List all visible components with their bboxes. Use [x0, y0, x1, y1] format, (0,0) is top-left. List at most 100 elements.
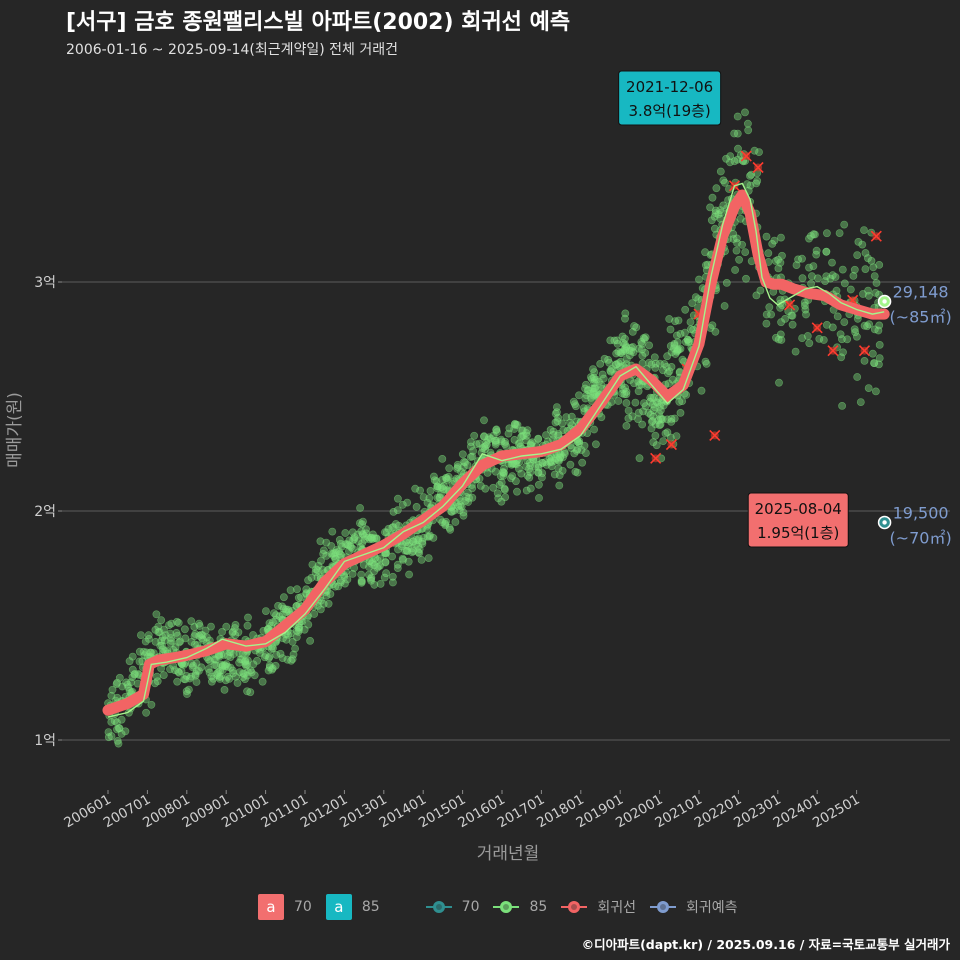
scatter-point	[180, 675, 188, 683]
scatter-point	[639, 407, 647, 416]
annotation-value: 1.95억(1층)	[757, 524, 839, 542]
scatter-point	[117, 730, 126, 738]
scatter-point	[121, 727, 130, 736]
scatter-point	[634, 415, 642, 423]
scatter-point	[355, 519, 364, 527]
max-price-label	[618, 70, 722, 126]
scatter-point	[640, 399, 648, 407]
scatter-point	[297, 593, 305, 602]
scatter-point	[730, 157, 739, 166]
scatter-point	[243, 687, 251, 696]
legend-label-regression: 회귀선	[597, 900, 636, 916]
scatter-point	[154, 628, 163, 636]
scatter-point	[621, 309, 630, 318]
scatter-point	[622, 355, 631, 363]
scatter-point	[870, 272, 879, 280]
scatter-point	[225, 675, 234, 683]
scatter-point	[525, 465, 533, 473]
scatter-point	[575, 391, 583, 400]
scatter-point	[807, 279, 815, 288]
scatter-point	[702, 359, 711, 368]
scatter-point	[648, 394, 656, 402]
scatter-point	[343, 540, 351, 548]
legend-line-85-icon	[493, 894, 520, 920]
outlier-cross	[752, 161, 764, 174]
scatter-point	[635, 454, 644, 463]
scatter-point	[157, 616, 166, 625]
scatter-point	[671, 350, 680, 358]
scatter-point	[574, 437, 582, 446]
scatter-point	[423, 498, 432, 507]
scatter-point	[272, 651, 281, 659]
scatter-point	[764, 249, 773, 258]
scatter-point	[326, 590, 335, 598]
scatter-point	[610, 336, 619, 345]
scatter-point	[220, 686, 229, 694]
scatter-point	[809, 230, 818, 239]
scatter-point	[356, 504, 364, 512]
scatter-point	[140, 651, 149, 660]
scatter-point	[875, 354, 884, 362]
scatter-point	[135, 657, 144, 666]
scatter-point	[663, 352, 672, 361]
scatter-point	[235, 658, 244, 667]
scatter-point	[641, 348, 650, 357]
scatter-point	[261, 607, 270, 615]
scatter-point	[833, 312, 842, 321]
scatter-point	[250, 671, 259, 680]
scatter-point	[264, 666, 273, 675]
scatter-point	[229, 669, 238, 678]
scatter-point	[128, 665, 137, 674]
scatter-point	[447, 507, 456, 516]
scatter-point	[510, 425, 519, 433]
scatter-point	[173, 631, 182, 640]
scatter-point	[534, 460, 543, 469]
scatter-point	[455, 506, 464, 515]
scatter-point	[278, 654, 287, 662]
scatter-point	[695, 275, 703, 284]
scatter-point	[293, 585, 301, 594]
scatter-point	[788, 311, 797, 320]
scatter-point	[500, 469, 508, 478]
scatter-point	[368, 535, 377, 544]
scatter-point	[430, 476, 439, 485]
scatter-point	[562, 413, 571, 421]
scatter-point	[622, 343, 631, 352]
scatter-point	[741, 108, 749, 117]
scatter-point	[393, 564, 402, 572]
scatter-point	[685, 337, 693, 345]
scatter-point	[732, 246, 741, 255]
scatter-point	[809, 262, 818, 270]
scatter-point	[587, 373, 595, 381]
scatter-point	[582, 449, 590, 457]
scatter-point	[187, 659, 196, 668]
scatter-point	[382, 569, 390, 578]
scatter-point	[802, 310, 810, 319]
scatter-point	[871, 288, 880, 297]
scatter-point	[463, 488, 472, 497]
scatter-point	[667, 417, 676, 426]
scatter-point	[840, 318, 849, 326]
scatter-point	[480, 416, 488, 425]
scatter-point	[770, 236, 779, 245]
scatter-point	[733, 129, 742, 138]
scatter-point	[154, 622, 163, 631]
scatter-point	[411, 484, 420, 493]
y-axis-label: 매매가(원)	[5, 392, 25, 468]
scatter-point	[686, 318, 695, 326]
scatter-point	[572, 402, 580, 411]
scatter-point	[651, 359, 660, 368]
scatter-point	[650, 353, 659, 362]
scatter-point	[525, 473, 534, 482]
scatter-point	[798, 254, 806, 263]
scatter-point	[823, 320, 831, 329]
scatter-point	[726, 152, 735, 160]
scatter-point	[710, 212, 719, 221]
scatter-point	[350, 533, 359, 542]
scatter-point	[577, 446, 586, 454]
outlier-cross	[811, 322, 823, 334]
scatter-point	[675, 397, 684, 406]
scatter-point	[104, 733, 113, 742]
scatter-point	[222, 622, 231, 631]
